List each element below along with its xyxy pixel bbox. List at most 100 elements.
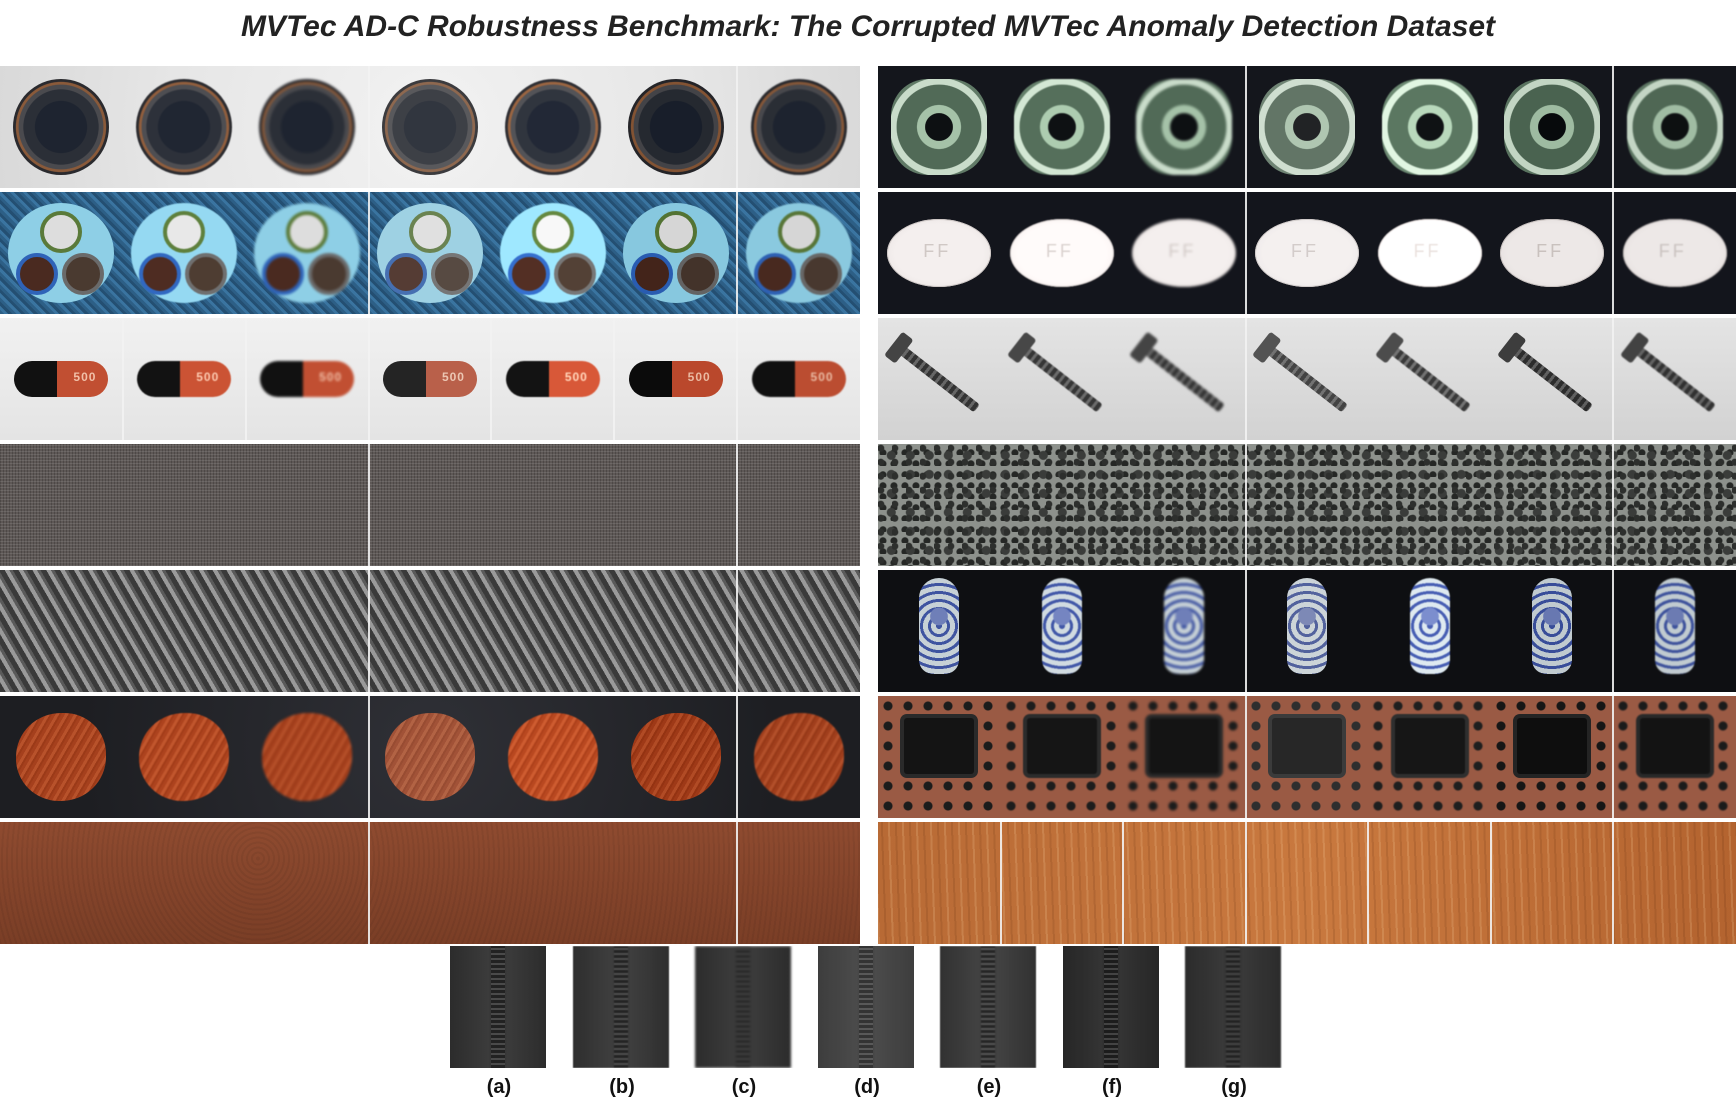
variant-g xyxy=(737,696,860,818)
variant-d xyxy=(817,946,914,1068)
variant-g xyxy=(1613,570,1736,692)
transistor-image xyxy=(1394,718,1465,774)
tile-separator xyxy=(1244,444,1247,566)
row-wood xyxy=(878,822,1736,944)
column-label-g: (g) xyxy=(1221,1076,1247,1098)
tile-separator xyxy=(367,822,370,944)
zipper-image xyxy=(1226,946,1240,1068)
pill-image: FF xyxy=(1009,219,1114,287)
variant-e xyxy=(1368,822,1491,944)
capsule-imprint: 500 xyxy=(810,370,834,384)
pill-imprint: FF xyxy=(1045,241,1074,261)
variant-e xyxy=(1368,696,1491,818)
toothbrush-image xyxy=(1654,578,1695,674)
pill-imprint: FF xyxy=(1290,241,1319,261)
tile-separator xyxy=(1612,696,1615,818)
variant-g xyxy=(1613,66,1736,188)
variant-f xyxy=(614,822,737,944)
tile-separator xyxy=(1122,822,1125,944)
pill-imprint: FF xyxy=(1536,241,1565,261)
variant-d: 500 xyxy=(369,318,492,440)
toothbrush-image xyxy=(1532,578,1573,674)
hazelnut-image xyxy=(507,713,598,801)
variant-b xyxy=(1001,444,1124,566)
variant-c xyxy=(1123,444,1246,566)
capsule-image: 500 xyxy=(751,361,846,397)
variant-f xyxy=(1491,444,1614,566)
bottle-image xyxy=(627,79,724,175)
variant-c xyxy=(1123,66,1246,188)
tile-separator xyxy=(1612,444,1615,566)
tile-separator xyxy=(1367,822,1370,944)
variant-g xyxy=(1613,696,1736,818)
variant-a xyxy=(0,696,123,818)
tile-separator xyxy=(1244,318,1247,440)
variant-d: FF xyxy=(1246,192,1369,314)
cable-image xyxy=(745,203,852,303)
hazelnut-image xyxy=(139,713,230,801)
tile-separator xyxy=(736,570,739,692)
tile-separator xyxy=(367,570,370,692)
metal-nut-image xyxy=(1504,79,1601,175)
pill-imprint: FF xyxy=(1413,241,1442,261)
variant-b xyxy=(1001,822,1124,944)
transistor-image xyxy=(1517,718,1588,774)
hazelnut-image xyxy=(16,713,107,801)
row-hazelnut xyxy=(0,696,860,818)
variant-f xyxy=(614,66,737,188)
variant-c xyxy=(246,822,369,944)
pill-imprint: FF xyxy=(1168,241,1197,261)
tile-separator xyxy=(736,318,739,440)
variant-g: 500 xyxy=(737,318,860,440)
capsule-image: 500 xyxy=(137,361,232,397)
row-tile xyxy=(878,444,1736,566)
variant-b xyxy=(1001,318,1124,440)
tile-separator xyxy=(736,444,739,566)
pill-imprint: FF xyxy=(923,241,952,261)
tile-separator xyxy=(1244,570,1247,692)
variant-f xyxy=(1491,822,1614,944)
tile-separator xyxy=(1612,570,1615,692)
row-cable xyxy=(0,192,860,314)
capsule-imprint: 500 xyxy=(564,370,588,384)
capsule-image: 500 xyxy=(14,361,109,397)
cable-image xyxy=(622,203,729,303)
variant-c xyxy=(246,570,369,692)
tile-separator xyxy=(367,696,370,818)
tile-separator xyxy=(736,696,739,818)
variant-a xyxy=(878,66,1001,188)
variant-f xyxy=(1490,696,1614,818)
row-grid xyxy=(0,570,860,692)
variant-e xyxy=(491,570,614,692)
variant-d xyxy=(1246,570,1369,692)
variant-a xyxy=(0,444,123,566)
figure-title: MVTec AD-C Robustness Benchmark: The Cor… xyxy=(240,10,1496,43)
bottle-image xyxy=(504,79,601,175)
variant-f xyxy=(1062,946,1159,1068)
variant-b xyxy=(572,946,669,1068)
variant-c xyxy=(246,444,369,566)
capsule-imprint: 500 xyxy=(319,370,343,384)
variant-e xyxy=(491,696,614,818)
zipper-image xyxy=(491,946,505,1068)
tile-separator xyxy=(736,192,739,314)
tile-separator xyxy=(367,444,370,566)
metal-nut-image xyxy=(1013,79,1110,175)
tile-separator xyxy=(613,318,616,440)
column-label-e: (e) xyxy=(976,1076,1002,1098)
tile-separator xyxy=(736,66,739,188)
tile-separator xyxy=(1612,66,1615,188)
pill-image: FF xyxy=(1377,219,1482,287)
column-label-c: (c) xyxy=(731,1076,757,1098)
tile-separator xyxy=(490,318,493,440)
variant-b xyxy=(1001,570,1124,692)
variant-a xyxy=(878,570,1001,692)
toothbrush-image xyxy=(1286,578,1327,674)
variant-d xyxy=(369,570,492,692)
toothbrush-image xyxy=(1409,578,1450,674)
tile-separator xyxy=(1612,318,1615,440)
variant-g xyxy=(737,66,860,188)
column-label-a: (a) xyxy=(486,1076,512,1098)
capsule-image: 500 xyxy=(382,361,477,397)
pill-image: FF xyxy=(1622,219,1727,287)
